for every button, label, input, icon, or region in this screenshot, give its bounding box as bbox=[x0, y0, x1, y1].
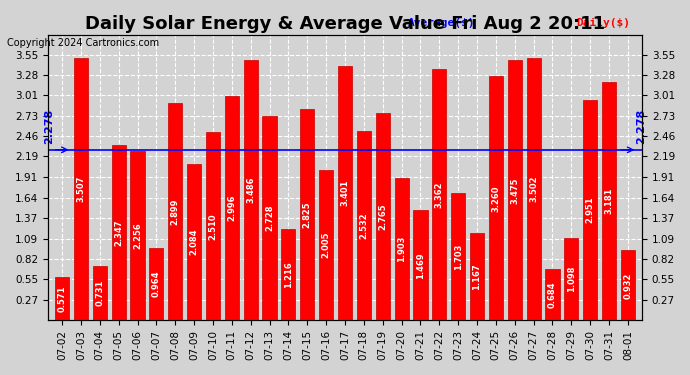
Text: 2.256: 2.256 bbox=[133, 222, 142, 249]
Bar bbox=[545, 269, 560, 320]
Bar bbox=[395, 178, 408, 320]
Bar bbox=[319, 170, 333, 320]
Bar bbox=[244, 60, 258, 320]
Bar bbox=[92, 266, 107, 320]
Bar bbox=[300, 109, 315, 320]
Bar bbox=[338, 66, 352, 320]
Bar bbox=[621, 251, 635, 320]
Text: 3.502: 3.502 bbox=[529, 176, 538, 203]
Text: 2.825: 2.825 bbox=[303, 201, 312, 228]
Text: 2.996: 2.996 bbox=[227, 195, 237, 221]
Bar bbox=[282, 229, 295, 320]
Text: 0.964: 0.964 bbox=[152, 271, 161, 297]
Text: 1.167: 1.167 bbox=[473, 263, 482, 290]
Text: 2.084: 2.084 bbox=[190, 229, 199, 255]
Text: 2.899: 2.899 bbox=[170, 199, 180, 225]
Bar bbox=[375, 113, 390, 320]
Text: 2.278: 2.278 bbox=[636, 109, 646, 144]
Text: 2.347: 2.347 bbox=[114, 219, 124, 246]
Text: Copyright 2024 Cartronics.com: Copyright 2024 Cartronics.com bbox=[7, 38, 159, 48]
Text: 3.401: 3.401 bbox=[340, 180, 350, 206]
Text: 0.571: 0.571 bbox=[58, 285, 67, 312]
Text: 3.486: 3.486 bbox=[246, 177, 255, 203]
Bar bbox=[262, 116, 277, 320]
Text: 2.728: 2.728 bbox=[265, 205, 274, 231]
Bar bbox=[112, 145, 126, 320]
Bar bbox=[526, 58, 541, 320]
Bar bbox=[74, 58, 88, 320]
Bar bbox=[168, 104, 182, 320]
Bar bbox=[149, 248, 164, 320]
Text: 3.507: 3.507 bbox=[77, 176, 86, 202]
Text: 1.469: 1.469 bbox=[416, 252, 425, 279]
Bar bbox=[583, 99, 598, 320]
Title: Daily Solar Energy & Average Value Fri Aug 2 20:11: Daily Solar Energy & Average Value Fri A… bbox=[85, 15, 605, 33]
Text: 3.475: 3.475 bbox=[510, 177, 520, 204]
Text: 2.005: 2.005 bbox=[322, 232, 331, 258]
Bar bbox=[470, 233, 484, 320]
Text: 1.703: 1.703 bbox=[453, 243, 463, 270]
Text: 0.932: 0.932 bbox=[623, 272, 632, 298]
Text: 2.765: 2.765 bbox=[378, 204, 387, 230]
Text: 1.216: 1.216 bbox=[284, 261, 293, 288]
Text: 2.510: 2.510 bbox=[208, 213, 217, 240]
Text: 3.181: 3.181 bbox=[604, 188, 613, 214]
Bar bbox=[55, 278, 69, 320]
Bar bbox=[413, 210, 428, 320]
Bar bbox=[206, 132, 220, 320]
Bar bbox=[602, 82, 616, 320]
Text: 3.362: 3.362 bbox=[435, 181, 444, 208]
Text: 1.903: 1.903 bbox=[397, 236, 406, 262]
Text: 2.532: 2.532 bbox=[359, 212, 368, 239]
Text: 0.731: 0.731 bbox=[95, 280, 104, 306]
Bar bbox=[130, 152, 145, 320]
Bar bbox=[187, 164, 201, 320]
Text: 3.260: 3.260 bbox=[491, 185, 500, 211]
Text: 0.684: 0.684 bbox=[548, 281, 557, 308]
Bar bbox=[432, 69, 446, 320]
Text: Daily($): Daily($) bbox=[576, 18, 630, 28]
Bar bbox=[489, 76, 503, 320]
Bar bbox=[564, 238, 578, 320]
Text: 2.278: 2.278 bbox=[44, 109, 54, 144]
Bar bbox=[508, 60, 522, 320]
Bar bbox=[357, 131, 371, 320]
Bar bbox=[451, 193, 465, 320]
Text: 2.951: 2.951 bbox=[586, 196, 595, 223]
Text: Average($): Average($) bbox=[408, 18, 475, 28]
Text: 1.098: 1.098 bbox=[566, 266, 576, 292]
Bar bbox=[225, 96, 239, 320]
